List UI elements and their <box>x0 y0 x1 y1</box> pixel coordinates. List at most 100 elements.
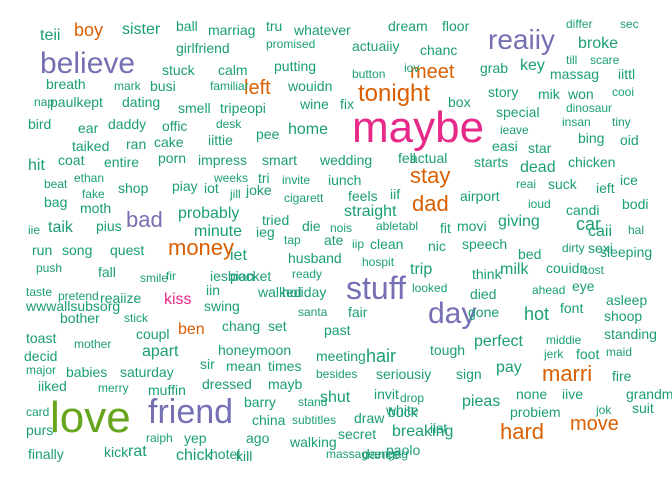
cloud-word: floor <box>442 18 470 34</box>
cloud-word: pocket <box>230 268 272 284</box>
cloud-word: putting <box>274 58 317 74</box>
cloud-word: ieg <box>256 224 275 240</box>
cloud-word: coat <box>58 152 85 168</box>
cloud-word: hotel <box>210 446 241 462</box>
cloud-word: reai <box>516 177 537 191</box>
cloud-word: kiss <box>164 291 192 308</box>
cloud-word: insan <box>562 115 591 129</box>
cloud-word: ran <box>126 136 147 152</box>
cloud-word: iie <box>28 223 41 237</box>
cloud-word: ago <box>246 430 270 446</box>
cloud-word: shut <box>320 389 351 406</box>
cloud-word: nap <box>34 95 55 109</box>
cloud-word: decid <box>24 348 58 364</box>
cloud-word: ioud <box>528 197 551 211</box>
cloud-word: jok <box>596 403 612 417</box>
cloud-word: mayb <box>268 376 303 392</box>
cloud-word: stand <box>298 395 328 409</box>
cloud-word: ieave <box>500 123 529 137</box>
cloud-word: hard <box>500 419 545 444</box>
cloud-word: tonight <box>358 80 431 107</box>
cloud-word: bag <box>44 194 68 210</box>
cloud-word: iittie <box>208 132 233 148</box>
cloud-word: boy <box>74 20 104 40</box>
cloud-word: clean <box>370 236 404 252</box>
cloud-word: coupl <box>136 326 170 342</box>
cloud-word: porn <box>158 150 187 166</box>
cloud-word: actual <box>410 150 448 166</box>
cloud-word: smile <box>140 271 169 285</box>
cloud-word: dinosaur <box>566 101 613 115</box>
cloud-word: iive <box>562 386 584 402</box>
cloud-word: chick <box>176 447 213 464</box>
cloud-word: bother <box>60 310 100 326</box>
cloud-word: actuaiiy <box>352 38 400 54</box>
cloud-word: wwwallsubsorg <box>26 298 121 314</box>
cloud-word: jerk <box>544 347 564 361</box>
cloud-word: ear <box>78 120 99 136</box>
cloud-word: card <box>26 405 50 419</box>
cloud-word: none <box>516 386 548 402</box>
cloud-word: think <box>472 266 502 282</box>
cloud-word: stuff <box>346 270 406 306</box>
cloud-word: ethan <box>74 171 105 185</box>
cloud-word: teii <box>40 27 61 44</box>
cloud-word: subtitles <box>292 413 337 427</box>
cloud-word: probiem <box>510 404 561 420</box>
cloud-word: mother <box>74 337 112 351</box>
cloud-word: toast <box>26 330 57 346</box>
cloud-word: kill <box>236 448 253 464</box>
cloud-word: ice <box>620 172 638 188</box>
cloud-word: whatever <box>294 22 351 38</box>
cloud-word: rat <box>128 443 147 460</box>
cloud-word: white <box>386 402 419 418</box>
cloud-word: middie <box>546 333 582 347</box>
cloud-word: speech <box>462 236 508 252</box>
cloud-word: perfect <box>474 333 523 350</box>
cloud-word: tap <box>284 233 301 247</box>
cloud-word: paolo <box>386 442 421 458</box>
cloud-word: honeymoon <box>218 342 292 358</box>
cloud-word: push <box>36 261 63 275</box>
cloud-word: tried <box>262 212 290 228</box>
cloud-word: dirty <box>562 241 585 255</box>
cloud-word: reaiize <box>100 290 142 306</box>
cloud-word: hoiiday <box>282 284 327 300</box>
cloud-word: drop <box>400 391 425 405</box>
cloud-word: quest <box>110 242 145 258</box>
cloud-word: fake <box>82 187 105 201</box>
cloud-word: major <box>26 363 57 377</box>
cloud-word: ieft <box>596 180 615 196</box>
cloud-word: taste <box>26 285 53 299</box>
cloud-word: raiph <box>146 431 173 445</box>
cloud-word: airport <box>460 188 500 204</box>
cloud-word: dream <box>388 18 428 34</box>
cloud-word: iin <box>206 282 221 298</box>
cloud-word: iiked <box>38 378 67 394</box>
cloud-word: ball <box>176 18 198 34</box>
cloud-word: box <box>448 94 471 110</box>
cloud-word: meeting <box>316 348 366 364</box>
cloud-word: stick <box>124 311 148 325</box>
cloud-word: tough <box>430 342 466 358</box>
cloud-word: smell <box>178 100 211 116</box>
cloud-word: pee <box>256 126 280 142</box>
cloud-word: bird <box>28 116 52 132</box>
cloud-word: fix <box>340 96 354 112</box>
cloud-word: merry <box>98 381 129 395</box>
cloud-word: walking <box>290 434 337 450</box>
cloud-word: beat <box>44 177 68 191</box>
cloud-word: chang <box>222 318 261 334</box>
cloud-word: movi <box>457 218 487 234</box>
cloud-word: ben <box>178 321 205 338</box>
cloud-word: grab <box>480 60 509 76</box>
cloud-word: impress <box>198 152 248 168</box>
cloud-word: dating <box>122 94 161 110</box>
cloud-word: stuck <box>162 62 195 78</box>
cloud-word: believe <box>40 47 136 80</box>
cloud-word: iip <box>352 237 365 251</box>
cloud-word: besides <box>316 367 358 381</box>
cloud-word: fire <box>612 368 632 384</box>
cloud-word: cost <box>582 263 605 277</box>
